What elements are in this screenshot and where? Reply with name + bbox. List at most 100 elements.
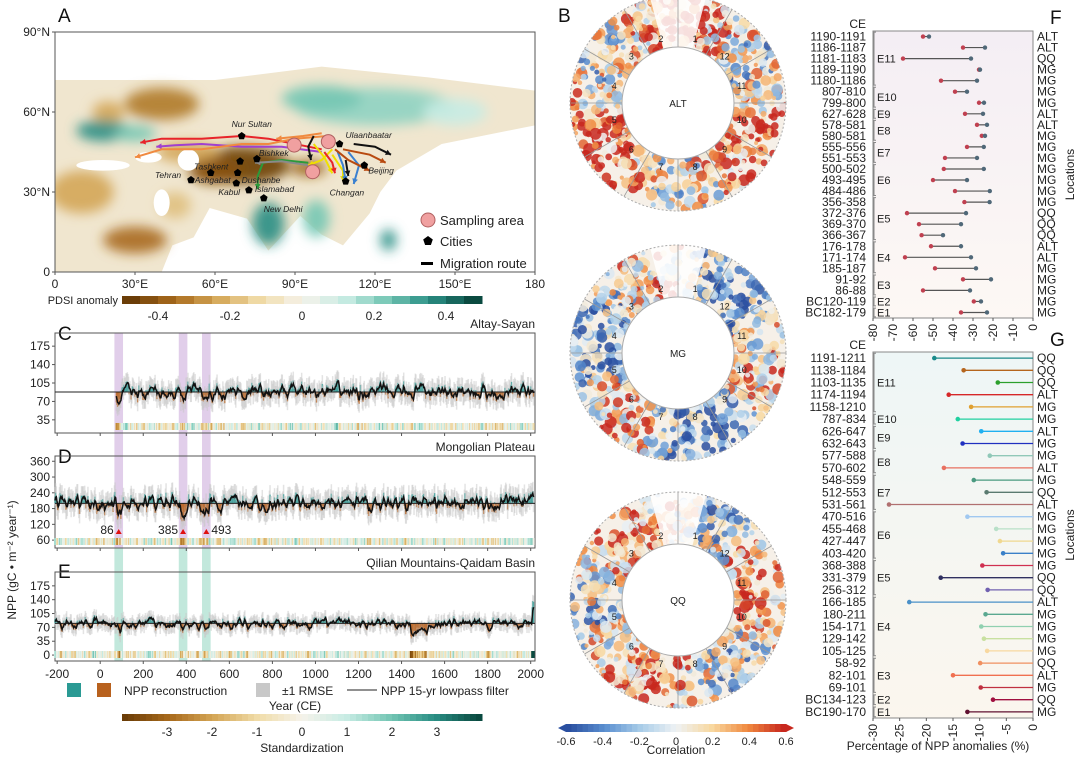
correlation-cell [658,182,666,191]
correlation-cell [608,512,616,520]
panel-label-g: G [1050,330,1065,351]
correlation-cell [728,678,739,690]
correlation-cell [597,577,605,585]
correlation-cell [756,373,768,385]
correlation-cell [706,499,713,507]
sector-number: 7 [658,412,663,422]
migration-routes [134,132,392,190]
correlation-cell [672,703,680,708]
correlation-cell [771,95,777,101]
lon-tick-label: 30°E [122,277,148,291]
route-arrowhead [254,184,261,190]
correlation-cell [617,31,626,40]
correlation-colorbar-step [637,724,644,732]
correlation-cell [609,289,616,296]
correlation-cell [758,363,770,375]
correlation-cell [778,367,786,378]
correlation-cell [630,286,638,293]
sector-number: 11 [737,331,746,341]
correlation-cell [592,553,598,560]
lat-tick-label: 30°N [23,185,50,199]
correlation-cell [634,171,646,183]
lat-tick-label: 60°N [23,105,50,119]
correlation-cell [749,424,757,433]
correlation-cell [629,417,635,423]
correlation-cell [730,657,740,667]
pdsi-anomaly-patch [92,101,125,123]
correlation-cell [710,3,717,9]
pdsi-anomaly-patch [380,229,397,251]
correlation-cell [753,34,761,42]
correlation-cell [742,531,749,538]
correlation-cell [618,52,625,58]
correlation-cell [701,686,706,691]
correlation-cell [755,119,766,130]
correlation-cell [605,153,613,161]
y-tick-label: 140 [30,358,50,372]
city-label: Kabul [218,187,241,197]
pdsi-colorbar-step [356,296,375,304]
route-arrowhead [344,170,351,176]
panel-label-a: A [58,6,71,27]
correlation-cell [711,534,721,544]
city-marker [187,176,195,184]
correlation-cell [584,643,589,648]
pdsi-colorbar-tick: -0.4 [148,309,169,323]
pdsi-colorbar-step [464,296,483,304]
correlation-cell [768,307,775,315]
correlation-cell [734,24,745,36]
correlation-cell [692,201,703,211]
correlation-cell [595,99,604,109]
correlation-cell [577,632,585,640]
correlation-cell [594,163,603,173]
correlation-cell [612,156,619,164]
correlation-cell [701,425,711,436]
pdsi-colorbar-title: PDSI anomaly [48,295,119,307]
y-tick-label: 180 [30,502,50,516]
correlation-cell [686,695,698,707]
y-tick-label: 300 [30,470,50,484]
sampling-area-marker [320,134,336,150]
correlation-cell [601,412,606,417]
correlation-cell [715,507,725,517]
pdsi-anomaly-patch [113,125,157,142]
ring-region-label: QQ [670,596,686,607]
migration-route [342,148,387,164]
correlation-cell [757,299,762,305]
sector-number: 7 [658,659,663,669]
correlation-cell [713,16,720,24]
correlation-cell [729,419,740,430]
correlation-cell [696,37,705,46]
correlation-cell [748,296,757,305]
correlation-cell [594,69,600,75]
correlation-cell [728,294,734,300]
sea [153,189,170,217]
correlation-cell [731,83,737,88]
correlation-cell [671,182,682,192]
correlation-cell [583,628,588,633]
correlation-cell [641,525,650,535]
sea [76,160,130,171]
correlation-colorbar-tick: -0.4 [593,736,612,748]
correlation-colorbar-tick: 0.2 [705,736,720,748]
correlation-cell [737,343,746,352]
correlation-colorbar-step [780,724,787,732]
correlation-cell [671,440,679,447]
correlation-cell [639,447,650,459]
legend-migration-route: Migration route [440,256,527,271]
sector-number: 6 [629,395,634,405]
correlation-cell [731,157,740,167]
city-label: Tehran [155,170,181,180]
correlation-cell [594,401,604,411]
correlation-cell [752,80,761,89]
correlation-cell [770,129,779,138]
correlation-colorbar-tick: -0.6 [557,736,576,748]
correlation-cell [748,594,753,599]
correlation-cell [760,159,768,167]
correlation-cell [696,170,707,182]
sector-number: 8 [693,412,698,422]
correlation-cell [681,431,693,442]
correlation-cell [752,381,759,387]
sector-number: 11 [737,578,746,588]
